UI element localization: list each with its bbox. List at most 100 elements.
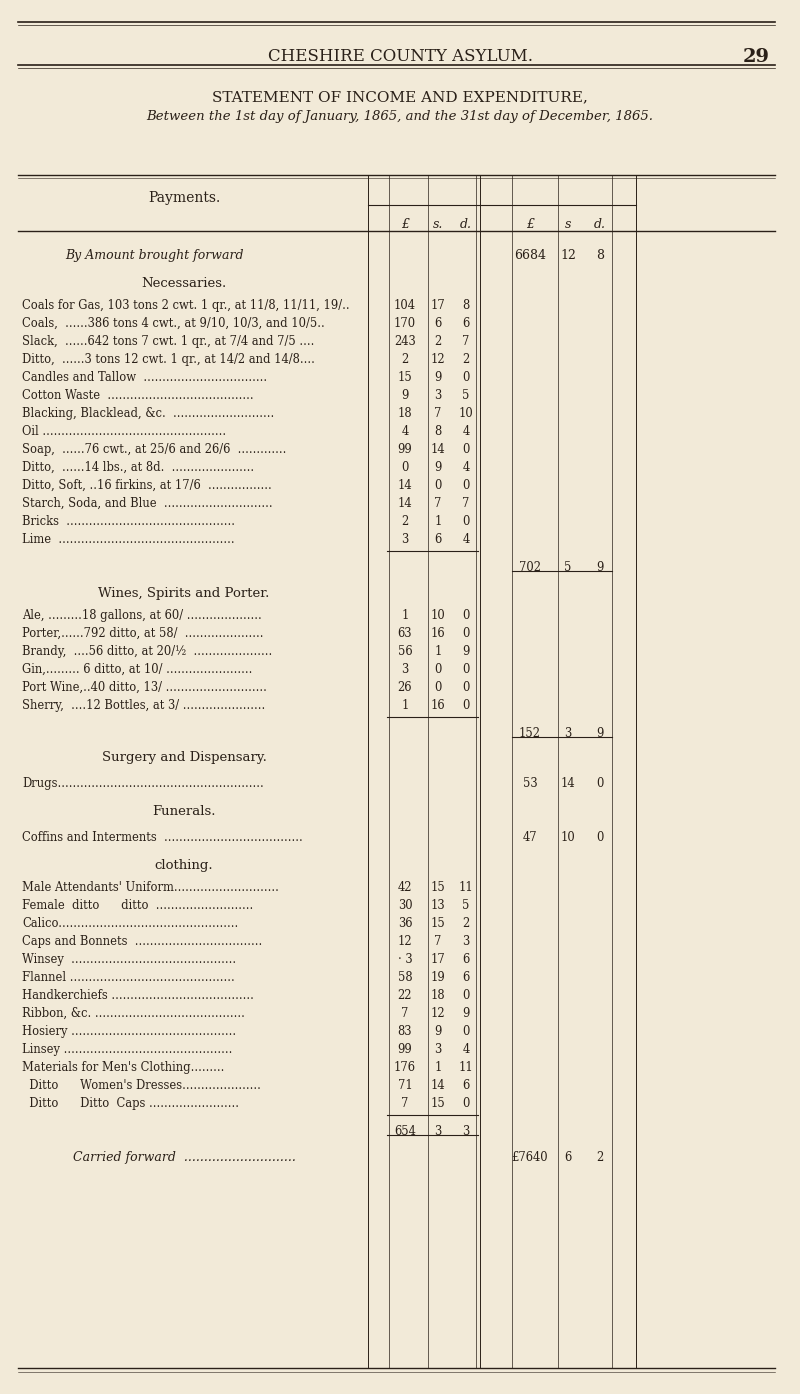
Text: Oil .................................................: Oil ....................................…: [22, 425, 226, 438]
Text: 22: 22: [398, 988, 412, 1002]
Text: Lime  ...............................................: Lime ...................................…: [22, 533, 234, 546]
Text: 4: 4: [402, 425, 409, 438]
Text: 47: 47: [522, 831, 538, 843]
Text: Materials for Men's Clothing.........: Materials for Men's Clothing.........: [22, 1061, 224, 1073]
Text: 0: 0: [462, 664, 470, 676]
Text: 1: 1: [434, 645, 442, 658]
Text: 3: 3: [434, 389, 442, 401]
Text: Candles and Tallow  .................................: Candles and Tallow .....................…: [22, 371, 267, 383]
Text: 30: 30: [398, 899, 412, 912]
Text: 12: 12: [398, 935, 412, 948]
Text: clothing.: clothing.: [154, 859, 214, 873]
Text: £7640: £7640: [512, 1151, 548, 1164]
Text: Handkerchiefs ......................................: Handkerchiefs ..........................…: [22, 988, 254, 1002]
Text: 99: 99: [398, 443, 412, 456]
Text: 1: 1: [434, 1061, 442, 1073]
Text: 7: 7: [434, 407, 442, 420]
Text: 0: 0: [434, 682, 442, 694]
Text: 10: 10: [458, 407, 474, 420]
Text: 170: 170: [394, 316, 416, 330]
Text: 14: 14: [398, 498, 412, 510]
Text: 7: 7: [402, 1097, 409, 1110]
Text: Soap,  ......76 cwt., at 25/6 and 26/6  .............: Soap, ......76 cwt., at 25/6 and 26/6 ..…: [22, 443, 286, 456]
Text: 63: 63: [398, 627, 412, 640]
Text: CHESHIRE COUNTY ASYLUM.: CHESHIRE COUNTY ASYLUM.: [267, 47, 533, 66]
Text: 9: 9: [402, 389, 409, 401]
Text: 1: 1: [434, 514, 442, 528]
Text: 2: 2: [596, 1151, 604, 1164]
Text: 9: 9: [462, 1006, 470, 1020]
Text: 56: 56: [398, 645, 412, 658]
Text: 2: 2: [462, 353, 470, 367]
Text: Ditto,  ......3 tons 12 cwt. 1 qr., at 14/2 and 14/8....: Ditto, ......3 tons 12 cwt. 1 qr., at 14…: [22, 353, 315, 367]
Text: 0: 0: [434, 664, 442, 676]
Text: 16: 16: [430, 627, 446, 640]
Text: 6: 6: [434, 533, 442, 546]
Text: 0: 0: [434, 480, 442, 492]
Text: 3: 3: [402, 664, 409, 676]
Text: 14: 14: [430, 1079, 446, 1092]
Text: 11: 11: [458, 881, 474, 894]
Text: 0: 0: [596, 776, 604, 790]
Text: Ditto      Ditto  Caps ........................: Ditto Ditto Caps .......................…: [22, 1097, 239, 1110]
Text: 19: 19: [430, 972, 446, 984]
Text: STATEMENT OF INCOME AND EXPENDITURE,: STATEMENT OF INCOME AND EXPENDITURE,: [212, 91, 588, 105]
Text: Port Wine,..40 ditto, 13/ ...........................: Port Wine,..40 ditto, 13/ ..............…: [22, 682, 267, 694]
Text: 15: 15: [430, 881, 446, 894]
Text: 5: 5: [462, 899, 470, 912]
Text: Cotton Waste  .......................................: Cotton Waste ...........................…: [22, 389, 254, 401]
Text: 2: 2: [462, 917, 470, 930]
Text: Carried forward  ............................: Carried forward ........................…: [73, 1151, 295, 1164]
Text: 3: 3: [434, 1125, 442, 1138]
Text: Bricks  .............................................: Bricks .................................…: [22, 514, 235, 528]
Text: Slack,  ......642 tons 7 cwt. 1 qr., at 7/4 and 7/5 ....: Slack, ......642 tons 7 cwt. 1 qr., at 7…: [22, 335, 314, 348]
Text: Ale, .........18 gallons, at 60/ ....................: Ale, .........18 gallons, at 60/ .......…: [22, 609, 262, 622]
Text: 0: 0: [462, 443, 470, 456]
Text: Coffins and Interments  .....................................: Coffins and Interments .................…: [22, 831, 302, 843]
Text: 0: 0: [462, 609, 470, 622]
Text: 0: 0: [462, 514, 470, 528]
Text: s.: s.: [433, 217, 443, 231]
Text: 7: 7: [434, 935, 442, 948]
Text: 83: 83: [398, 1025, 412, 1039]
Text: 2: 2: [434, 335, 442, 348]
Text: d.: d.: [594, 217, 606, 231]
Text: 42: 42: [398, 881, 412, 894]
Text: 2: 2: [402, 353, 409, 367]
Text: 13: 13: [430, 899, 446, 912]
Text: Brandy,  ....56 ditto, at 20/½  .....................: Brandy, ....56 ditto, at 20/½ ..........…: [22, 645, 272, 658]
Text: 15: 15: [430, 1097, 446, 1110]
Text: Drugs.......................................................: Drugs...................................…: [22, 776, 264, 790]
Text: Coals,  ......386 tons 4 cwt., at 9/10, 10/3, and 10/5..: Coals, ......386 tons 4 cwt., at 9/10, 1…: [22, 316, 325, 330]
Text: 29: 29: [743, 47, 770, 66]
Text: 0: 0: [462, 698, 470, 712]
Text: Starch, Soda, and Blue  .............................: Starch, Soda, and Blue .................…: [22, 498, 273, 510]
Text: Ditto,  ......14 lbs., at 8d.  ......................: Ditto, ......14 lbs., at 8d. ...........…: [22, 461, 254, 474]
Text: 14: 14: [398, 480, 412, 492]
Text: £: £: [401, 217, 409, 231]
Text: 18: 18: [430, 988, 446, 1002]
Text: 3: 3: [434, 1043, 442, 1057]
Text: 58: 58: [398, 972, 412, 984]
Text: Hosiery ............................................: Hosiery ................................…: [22, 1025, 236, 1039]
Text: Sherry,  ....12 Bottles, at 3/ ......................: Sherry, ....12 Bottles, at 3/ ..........…: [22, 698, 266, 712]
Text: 4: 4: [462, 425, 470, 438]
Text: 3: 3: [564, 728, 572, 740]
Text: 3: 3: [402, 533, 409, 546]
Text: 5: 5: [462, 389, 470, 401]
Text: 5: 5: [564, 560, 572, 574]
Text: Surgery and Dispensary.: Surgery and Dispensary.: [102, 751, 266, 764]
Text: Caps and Bonnets  ..................................: Caps and Bonnets .......................…: [22, 935, 262, 948]
Text: 2: 2: [402, 514, 409, 528]
Text: 0: 0: [402, 461, 409, 474]
Text: Ribbon, &c. ........................................: Ribbon, &c. ............................…: [22, 1006, 245, 1020]
Text: 9: 9: [462, 645, 470, 658]
Text: 53: 53: [522, 776, 538, 790]
Text: 9: 9: [434, 1025, 442, 1039]
Text: 14: 14: [430, 443, 446, 456]
Text: Female  ditto      ditto  ..........................: Female ditto ditto .....................…: [22, 899, 254, 912]
Text: 6: 6: [462, 316, 470, 330]
Text: Coals for Gas, 103 tons 2 cwt. 1 qr., at 11/8, 11/11, 19/..: Coals for Gas, 103 tons 2 cwt. 1 qr., at…: [22, 298, 350, 312]
Text: 11: 11: [458, 1061, 474, 1073]
Text: Funerals.: Funerals.: [152, 804, 216, 818]
